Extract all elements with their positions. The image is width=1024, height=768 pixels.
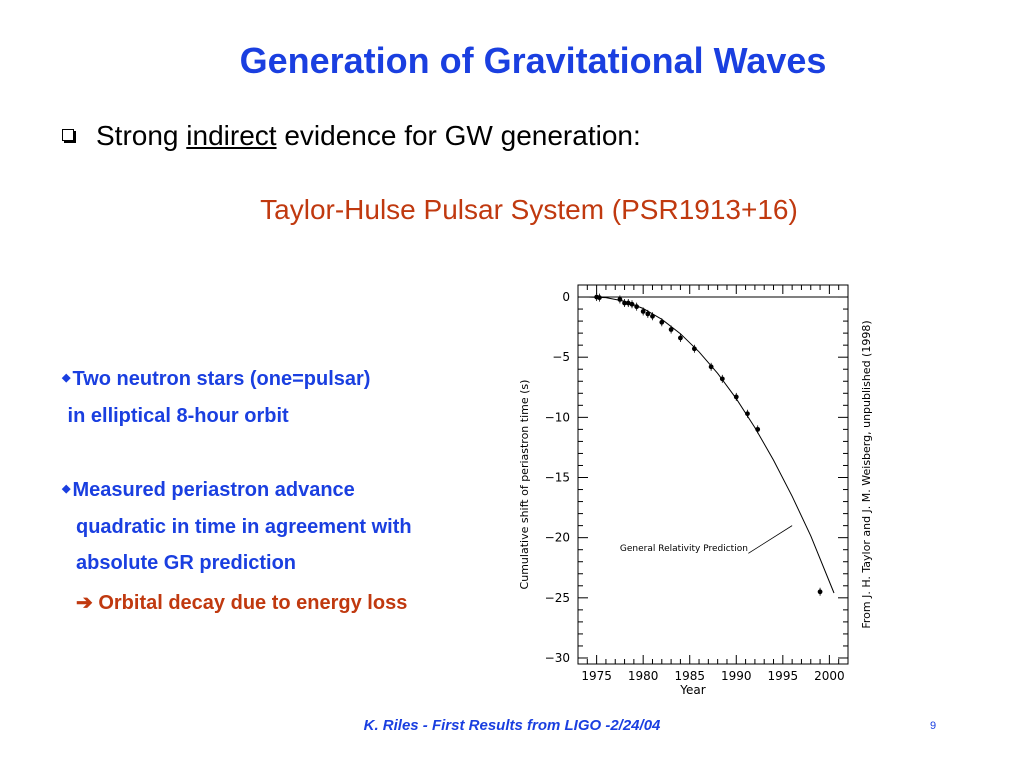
- y-tick-label: −10: [545, 410, 570, 424]
- conclusion-line: ➔ Orbital decay due to energy loss: [76, 590, 407, 615]
- x-tick-label: 1975: [581, 669, 612, 683]
- arrow-right-icon: ➔: [76, 592, 93, 614]
- x-tick-label: 1995: [768, 669, 799, 683]
- point-2-line-3: absolute GR prediction: [76, 552, 297, 574]
- x-tick-label: 1985: [674, 669, 705, 683]
- slide-footer: K. Riles - First Results from LIGO -2/24…: [363, 717, 661, 734]
- bullet-prefix: Strong: [96, 120, 187, 151]
- y-axis-label: Cumulative shift of periastron time (s): [518, 380, 531, 590]
- point-2-line-1: ◆ Measured periastron advance: [62, 479, 355, 502]
- slide-title: Generation of Gravitational Waves: [239, 40, 827, 81]
- point-2-line-2: quadratic in time in agreement with: [76, 516, 412, 538]
- curve-label: General Relativity Prediction: [620, 544, 748, 554]
- y-tick-label: −20: [545, 531, 570, 545]
- bullet-emphasis: indirect: [186, 120, 277, 151]
- y-tick-label: −30: [545, 651, 570, 665]
- curve-callout-line: [748, 525, 793, 554]
- y-tick-label: −25: [545, 591, 570, 605]
- point-2-text: Measured periastron advance: [72, 479, 355, 501]
- diamond-bullet-icon: ◆: [62, 483, 71, 495]
- point-1-text: Two neutron stars (one=pulsar): [72, 368, 371, 390]
- diamond-bullet-icon: ◆: [62, 372, 71, 384]
- chart-background: [508, 270, 888, 702]
- point-1-line-2: in elliptical 8-hour orbit: [62, 405, 289, 427]
- axis-tick-labels: 1975 1980 1985 1990 1995 2000 0 −5 −10 −15 −20 −25 −…: [545, 290, 845, 683]
- y-tick-label: −15: [545, 471, 570, 485]
- source-note: From J. H. Taylor and J. M. Weisberg, un…: [860, 320, 873, 628]
- y-tick-label: 0: [562, 290, 570, 304]
- conclusion-text: Orbital decay due to energy loss: [98, 592, 408, 614]
- bullet-suffix: evidence for GW generation:: [276, 120, 641, 151]
- plot-frame: [577, 284, 849, 665]
- x-tick-label: 1980: [628, 669, 659, 683]
- page-number: 9: [930, 720, 937, 732]
- point-1-line-1: ◆ Two neutron stars (one=pulsar): [62, 368, 370, 391]
- x-tick-label: 1990: [721, 669, 752, 683]
- periastron-shift-chart: 1975 1980 1985 1990 1995 2000 0 −5 −10 −15 −20 −25 −…: [508, 270, 888, 702]
- main-bullet: Strong indirect evidence for GW generati…: [62, 120, 641, 152]
- x-tick-label: 2000: [814, 669, 845, 683]
- axis-ticks: [577, 285, 849, 664]
- x-axis-label: Year: [679, 683, 705, 697]
- slide-subtitle: Taylor-Hulse Pulsar System (PSR1913+16): [260, 194, 798, 225]
- data-points: [594, 293, 823, 596]
- y-tick-label: −5: [552, 350, 570, 364]
- checkbox-bullet-icon: [62, 129, 74, 141]
